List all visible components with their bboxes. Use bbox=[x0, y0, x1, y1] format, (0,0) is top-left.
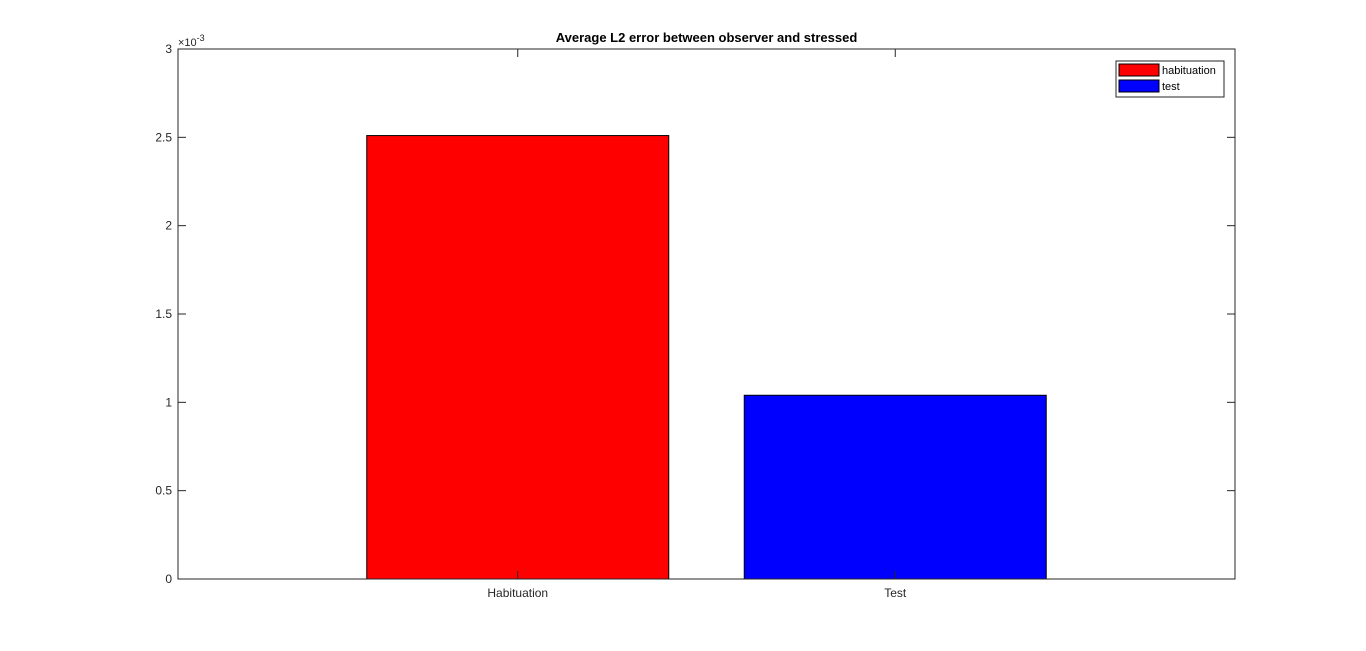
legend-swatch-test bbox=[1118, 79, 1160, 93]
y-tick-label: 0.5 bbox=[155, 484, 172, 498]
bar-test bbox=[743, 394, 1047, 580]
y-tick-label: 2.5 bbox=[155, 130, 172, 144]
y-tick-label: 3 bbox=[165, 42, 172, 56]
y-axis: 0 0.5 1 1.5 2 2.5 3 bbox=[155, 42, 1235, 586]
x-axis: Habituation Test bbox=[487, 49, 907, 600]
chart-title: Average L2 error between observer and st… bbox=[556, 30, 858, 45]
y-tick-label: 0 bbox=[165, 572, 172, 586]
y-tick-label: 2 bbox=[165, 219, 172, 233]
legend-label-habituation: habituation bbox=[1162, 65, 1216, 77]
bars-group bbox=[366, 135, 1047, 580]
legend-swatch-habituation bbox=[1118, 63, 1160, 77]
y-tick-label: 1.5 bbox=[155, 307, 172, 321]
axes-background bbox=[178, 49, 1235, 579]
y-axis-exponent-power: -3 bbox=[197, 33, 205, 43]
legend: habituation test bbox=[1115, 60, 1225, 98]
legend-label-test: test bbox=[1162, 81, 1180, 93]
bar-habituation bbox=[366, 135, 670, 580]
y-tick-label: 1 bbox=[165, 395, 172, 409]
x-tick-label: Habituation bbox=[487, 586, 548, 600]
y-axis-exponent-base: ×10 bbox=[178, 37, 197, 49]
y-axis-exponent: ×10-3 bbox=[178, 33, 205, 49]
x-tick-label: Test bbox=[884, 586, 907, 600]
